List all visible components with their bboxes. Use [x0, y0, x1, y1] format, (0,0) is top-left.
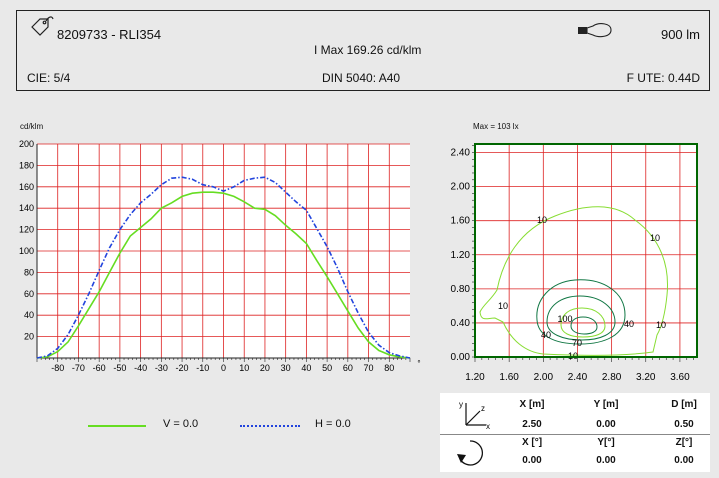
axis-x-label: x	[486, 422, 490, 431]
contour-100	[560, 307, 606, 338]
legend-v-label: V = 0.0	[163, 418, 199, 430]
x-angle-header: X [°]	[521, 437, 543, 448]
axis-y-label: y	[459, 400, 463, 409]
polar-unit-label: cd/klm	[20, 122, 44, 131]
y-m-header: Y [m]	[593, 399, 619, 410]
series-line-h	[36, 176, 411, 359]
imax-value: I Max 169.26 cd/klm	[314, 43, 422, 57]
iso-x-tick-label: 3.20	[636, 372, 656, 383]
fute-value: F UTE: 0.44D	[626, 71, 700, 85]
y-tick-label: 20	[24, 332, 34, 342]
contour-label: 10	[537, 215, 547, 225]
iso-y-tick-label: 0.80	[451, 284, 471, 295]
series-line-v	[36, 191, 411, 359]
table-divider	[440, 434, 710, 435]
legend-h-label: H = 0.0	[315, 418, 351, 430]
contour-label: 10	[498, 301, 508, 311]
contour-label: 40	[624, 319, 634, 329]
x-tick-label: -40	[134, 363, 147, 373]
cie-value: CIE: 5/4	[27, 71, 71, 85]
y-tick-label: 140	[19, 203, 34, 213]
x-m-header: X [m]	[519, 399, 545, 410]
contour-label: 70	[572, 338, 582, 348]
iso-max-label: Max = 103 lx	[473, 122, 519, 131]
y-tick-label: 200	[19, 139, 34, 149]
y-tick-label: 160	[19, 182, 34, 192]
contour-label: 10	[656, 320, 666, 330]
x-tick-label: 40	[301, 363, 311, 373]
iso-x-tick-label: 3.60	[670, 372, 690, 383]
z-angle-value: 0.00	[674, 455, 694, 466]
y-tick-label: 80	[24, 267, 34, 277]
lamp-bulb-icon	[578, 23, 612, 38]
x-tick-label: -70	[72, 363, 85, 373]
x-angle-value: 0.00	[522, 455, 542, 466]
y-tick-label: 180	[19, 160, 34, 170]
x-tick-label: 70	[364, 363, 374, 373]
iso-x-tick-label: 1.20	[465, 372, 485, 383]
iso-y-tick-label: 1.20	[451, 250, 471, 261]
x-tick-label: 60	[343, 363, 353, 373]
contour-label: 100	[557, 314, 572, 324]
x-unit-label: °	[417, 359, 420, 368]
rotation-icon	[457, 440, 484, 466]
photometric-header: 8209733 - RLI354 900 lm I Max 169.26 cd/…	[16, 10, 710, 91]
contour-core	[570, 316, 598, 335]
x-tick-label: -20	[176, 363, 189, 373]
x-tick-label: -50	[113, 363, 126, 373]
y-angle-header: Y[°]	[597, 437, 615, 448]
isolux-chart: 1.20 1.60 2.00 2.40 2.80 3.20 3.60 0.00 0.40 0.80…	[451, 143, 698, 383]
iso-x-tick-label: 1.60	[499, 372, 519, 383]
x-tick-label: -80	[51, 363, 64, 373]
legend-h-swatch	[240, 425, 300, 427]
axis-z-label: z	[481, 404, 485, 413]
lumens-value: 900 lm	[660, 27, 700, 42]
iso-x-tick-label: 2.00	[534, 372, 554, 383]
iso-x-tick-label: 2.80	[602, 372, 622, 383]
x-tick-label: -10	[196, 363, 209, 373]
x-tick-label: 30	[281, 363, 291, 373]
x-tick-label: -30	[155, 363, 168, 373]
x-tick-label: 10	[239, 363, 249, 373]
contour-40	[536, 279, 626, 345]
iso-y-tick-label: 1.60	[451, 216, 471, 227]
d-m-value: 0.50	[674, 419, 694, 430]
y-m-value: 0.00	[596, 419, 616, 430]
din-value: DIN 5040: A40	[322, 71, 401, 85]
iso-y-tick-label: 2.40	[451, 148, 471, 159]
x-tick-label: -60	[93, 363, 106, 373]
iso-y-tick-label: 0.40	[451, 318, 471, 329]
iso-x-tick-label: 2.40	[568, 372, 588, 383]
iso-y-tick-label: 2.00	[451, 182, 471, 193]
x-m-value: 2.50	[522, 419, 542, 430]
y-tick-label: 120	[19, 225, 34, 235]
x-tick-label: 0	[221, 363, 226, 373]
x-tick-label: 80	[384, 363, 394, 373]
coordinates-table: y z x X [m] Y [m] D [m] 2.50 0.00 0.50 X…	[440, 393, 710, 472]
x-tick-label: 50	[322, 363, 332, 373]
iso-y-tick-label: 0.00	[451, 352, 471, 363]
d-m-header: D [m]	[671, 399, 697, 410]
z-angle-header: Z[°]	[675, 437, 693, 448]
contour-label: 10	[650, 233, 660, 243]
product-name: 8209733 - RLI354	[57, 27, 162, 42]
contour-10	[479, 206, 669, 356]
y-tick-label: 40	[24, 310, 34, 320]
tag-icon	[31, 16, 54, 36]
y-tick-label: 60	[24, 289, 34, 299]
y-angle-value: 0.00	[596, 455, 616, 466]
x-tick-label: 20	[260, 363, 270, 373]
iso-frame	[474, 143, 698, 358]
contour-70	[546, 295, 616, 341]
y-tick-label: 100	[19, 246, 34, 256]
contour-label: 40	[541, 330, 551, 340]
axes-orientation-icon: y z x	[459, 400, 490, 431]
legend-v-swatch	[88, 425, 146, 427]
